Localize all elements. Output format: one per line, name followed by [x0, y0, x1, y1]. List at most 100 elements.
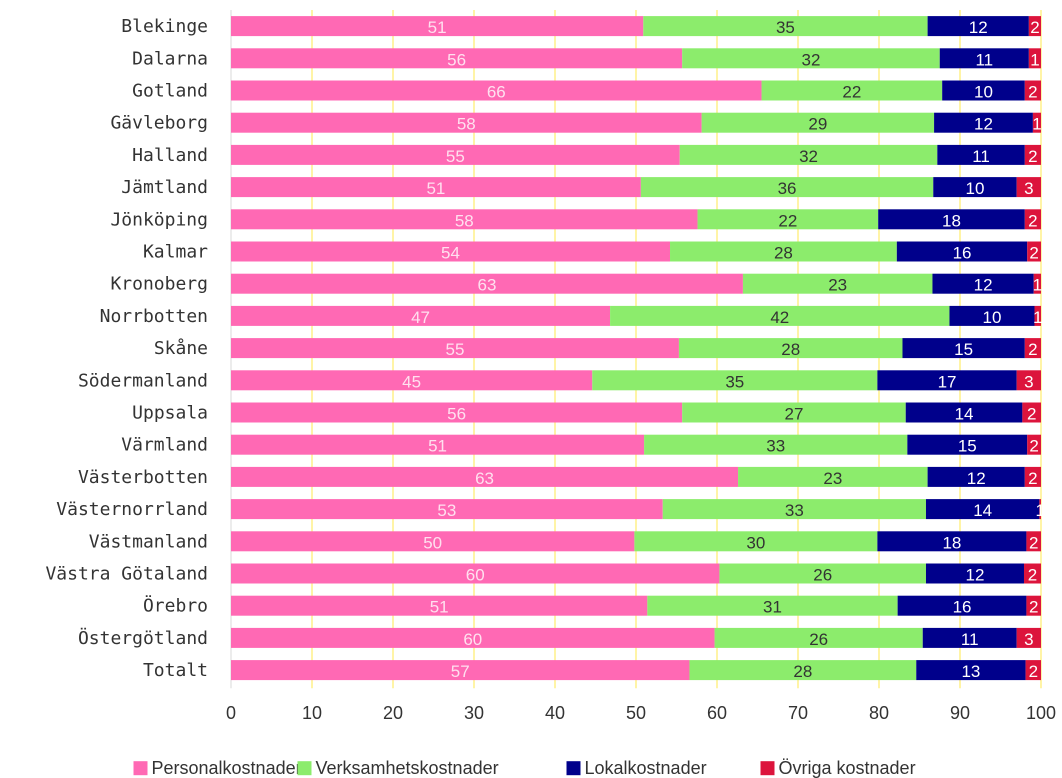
bar-data-label: 1 [1035, 501, 1044, 520]
bar-segment [679, 144, 938, 165]
bar-segment [231, 305, 611, 326]
category-label: Dalarna [132, 48, 208, 69]
bar-data-label: 51 [428, 18, 447, 37]
bar-data-label: 22 [778, 211, 797, 230]
bar-segment [643, 16, 928, 37]
category-label: Blekinge [121, 16, 208, 37]
x-tick-label: 30 [464, 703, 484, 723]
bar-data-label: 17 [938, 372, 957, 391]
bar-data-label: 2 [1029, 437, 1038, 456]
bar-segment [897, 595, 1027, 616]
bar-data-label: 10 [974, 83, 993, 102]
category-label: Värmland [121, 435, 208, 456]
bar-segment [714, 627, 923, 648]
bar-segment [1024, 338, 1041, 359]
bar-segment [1032, 112, 1041, 133]
x-tick-label: 40 [545, 703, 565, 723]
bar-segment [925, 563, 1024, 584]
bar-data-label: 33 [785, 501, 804, 520]
legend-label: Övriga kostnader [779, 758, 916, 778]
bar-segment [689, 660, 917, 681]
bar-segment [927, 16, 1029, 37]
legend-swatch [566, 761, 581, 776]
bar-segment [902, 338, 1025, 359]
bar-data-label: 11 [972, 147, 990, 166]
bar-segment [1016, 370, 1041, 391]
x-tick-label: 80 [869, 703, 889, 723]
bar-data-label: 12 [967, 469, 986, 488]
category-label: Totalt [143, 660, 208, 681]
bar-segment [934, 112, 1033, 133]
category-label: Östergötland [78, 627, 208, 649]
bar-segment [592, 370, 878, 391]
bar-segment [231, 402, 683, 423]
bar-data-label: 51 [428, 437, 447, 456]
bar-segment [1016, 627, 1041, 648]
bar-segment [939, 48, 1029, 69]
bar-data-label: 12 [969, 18, 988, 37]
bar-data-label: 23 [823, 469, 842, 488]
bar-data-label: 51 [430, 598, 449, 617]
bar-data-label: 30 [746, 533, 765, 552]
x-tick-label: 60 [707, 703, 727, 723]
legend-swatch [760, 761, 775, 776]
bar-data-label: 3 [1024, 372, 1033, 391]
bar-data-label: 32 [801, 50, 820, 69]
bar-segment [925, 499, 1040, 520]
category-label: Kalmar [143, 242, 208, 263]
bar-segment [231, 241, 671, 262]
bar-data-label: 58 [455, 211, 474, 230]
bar-segment [1016, 177, 1041, 198]
bar-segment [878, 209, 1025, 230]
bar-data-label: 2 [1029, 598, 1038, 617]
category-label: Norrbotten [100, 306, 208, 327]
bar-data-label: 15 [954, 340, 973, 359]
x-axis-tick-labels: 0 10 20 30 40 50 60 70 80 90 100 [226, 703, 1056, 723]
bar-data-label: 13 [961, 662, 980, 681]
x-tick-label: 50 [626, 703, 646, 723]
legend: Personalkostnader Verksamhetskostnader Lok… [133, 758, 916, 778]
bar-data-label: 11 [975, 50, 993, 69]
bar-segment [949, 305, 1035, 326]
bar-data-label: 66 [487, 83, 506, 102]
bar-segment [231, 80, 762, 101]
bar-data-label: 12 [974, 115, 993, 134]
bar-segment [231, 16, 644, 37]
bar-segment [742, 273, 933, 294]
x-tick-label: 20 [383, 703, 403, 723]
bar-segment [610, 305, 950, 326]
bar-segment [1027, 241, 1041, 262]
bar-segment [916, 660, 1026, 681]
bar-segment [1024, 80, 1041, 101]
bar-segment [1024, 466, 1041, 487]
category-label: Uppsala [132, 403, 208, 424]
bar-segment [647, 595, 898, 616]
bar-data-label: 18 [942, 211, 961, 230]
bar-data-label: 51 [426, 179, 445, 198]
bar-segment [1027, 434, 1041, 455]
bar-segment [1025, 660, 1041, 681]
bar-segment [1024, 209, 1041, 230]
bar-data-label: 60 [463, 630, 482, 649]
bar-segment [1028, 48, 1041, 69]
category-label: Skåne [154, 338, 208, 359]
bar-data-label: 2 [1029, 533, 1038, 552]
bar-data-label: 2 [1028, 566, 1037, 585]
bar-data-label: 29 [808, 115, 827, 134]
legend-label: Verksamhetskostnader [316, 758, 499, 778]
category-label: Västra Götaland [45, 564, 208, 585]
bar-segment [1026, 531, 1041, 552]
bar-segment [942, 80, 1025, 101]
bar-segment [1024, 144, 1041, 165]
bar-segment [701, 112, 935, 133]
category-label: Jönköping [110, 209, 208, 230]
bar-segment [905, 402, 1023, 423]
bar-data-label: 2 [1029, 244, 1038, 263]
bar-segment [1039, 499, 1041, 520]
bar-segment [1033, 273, 1041, 294]
bar-data-label: 1 [1032, 115, 1041, 134]
bar-data-label: 16 [953, 244, 972, 263]
bar-segment [231, 48, 683, 69]
bar-segment [231, 209, 698, 230]
bar-data-label: 22 [842, 83, 861, 102]
